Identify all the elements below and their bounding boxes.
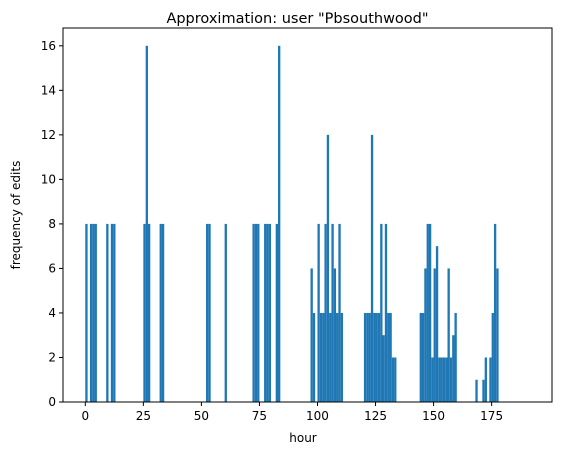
histogram-bar — [254, 223, 258, 402]
histogram-bar — [264, 223, 267, 402]
histogram-bar — [377, 312, 381, 402]
histogram-bar — [317, 223, 320, 402]
y-tick-label: 6 — [48, 261, 56, 275]
y-axis-label: frequency of edits — [9, 161, 23, 270]
histogram-bar — [370, 134, 374, 403]
histogram-bar — [331, 223, 334, 402]
y-tick-label: 12 — [41, 128, 56, 142]
x-tick-label: 175 — [480, 409, 503, 423]
histogram-bar — [326, 134, 330, 403]
histogram-bar — [329, 312, 332, 402]
histogram-bar — [475, 379, 478, 402]
histogram-bar — [159, 223, 162, 402]
y-tick-label: 0 — [48, 395, 56, 409]
x-tick-label: 150 — [422, 409, 445, 423]
histogram-bar — [319, 312, 323, 402]
histogram-bar — [442, 357, 446, 402]
histogram-bar — [85, 223, 88, 402]
histogram-bar — [224, 223, 227, 402]
x-tick-label: 0 — [81, 409, 89, 423]
histogram-bar — [496, 268, 499, 402]
histogram-bar — [89, 223, 93, 402]
histogram-bar — [452, 335, 455, 402]
histogram-bar — [368, 312, 371, 402]
histogram-bar — [438, 357, 441, 402]
histogram-bar — [454, 312, 457, 402]
histogram-bar — [106, 223, 109, 402]
histogram-bar — [336, 312, 339, 402]
x-tick-label: 25 — [136, 409, 151, 423]
histogram-bar — [394, 357, 397, 402]
histogram-bar — [489, 357, 492, 402]
histogram-bar — [268, 223, 272, 402]
histogram-bar — [322, 312, 325, 402]
histogram-bar — [433, 268, 436, 402]
plot-area — [85, 45, 499, 403]
histogram-bar — [482, 379, 485, 402]
x-axis-label: hour — [289, 431, 317, 445]
x-tick-label: 50 — [194, 409, 209, 423]
y-axis: 0 2 4 6 8 10 12 14 16 — [41, 39, 63, 409]
histogram-bar — [382, 335, 385, 402]
y-tick-label: 4 — [48, 306, 56, 320]
histogram-bar — [421, 312, 425, 402]
chart-title: Approximation: user "Pbsouthwood" — [166, 11, 428, 27]
histogram-bar — [384, 223, 388, 402]
y-tick-label: 16 — [41, 39, 56, 53]
histogram-bar — [113, 223, 116, 402]
histogram-bar — [312, 312, 316, 402]
axes-frame — [62, 27, 553, 403]
histogram-bar — [206, 223, 209, 402]
x-tick-label: 75 — [252, 409, 267, 423]
histogram-bar — [257, 223, 260, 402]
histogram-bar — [252, 223, 255, 402]
histogram-bar — [338, 223, 341, 402]
histogram-bar — [389, 312, 392, 402]
histogram-bar — [161, 223, 165, 402]
histogram-bar — [426, 223, 429, 402]
histogram-bar — [391, 357, 395, 402]
histogram-bar — [147, 223, 151, 402]
histogram-bar — [493, 223, 497, 402]
histogram-bar — [363, 312, 367, 402]
x-tick-label: 100 — [306, 409, 329, 423]
x-tick-label: 125 — [364, 409, 387, 423]
histogram-bar — [110, 223, 114, 402]
histogram-bar — [94, 223, 97, 402]
histogram-bar — [278, 45, 281, 403]
histogram-bar — [419, 312, 422, 402]
histogram-bar — [375, 312, 378, 402]
histogram-bar — [449, 357, 453, 402]
x-axis: 0 25 50 75 100 125 150 175 — [81, 402, 503, 423]
histogram-bar — [143, 223, 146, 402]
y-tick-label: 10 — [41, 172, 56, 186]
histogram-bar — [208, 223, 211, 402]
histogram-bar — [387, 312, 390, 402]
histogram-bar — [373, 312, 376, 402]
histogram-bar — [428, 223, 432, 402]
histogram-bar — [92, 223, 95, 402]
histogram-bar — [333, 268, 337, 402]
histogram-bar — [366, 312, 369, 402]
histogram-bar — [340, 312, 344, 402]
histogram-bar — [431, 357, 434, 402]
histogram-bar — [445, 357, 448, 402]
histogram-bar — [484, 357, 487, 402]
histogram-bar — [310, 268, 313, 402]
histogram-bar — [491, 312, 494, 402]
y-tick-label: 8 — [48, 217, 56, 231]
histogram-bar — [424, 268, 427, 402]
histogram-bar — [275, 223, 279, 402]
histogram-bar — [324, 223, 327, 402]
histogram-bar — [380, 223, 383, 402]
y-tick-label: 2 — [48, 350, 56, 364]
histogram-bar — [145, 45, 148, 403]
histogram-bar — [435, 246, 439, 402]
histogram-bar — [440, 357, 443, 402]
histogram-bar — [266, 223, 269, 402]
y-tick-label: 14 — [41, 83, 56, 97]
histogram-bar — [447, 268, 450, 402]
